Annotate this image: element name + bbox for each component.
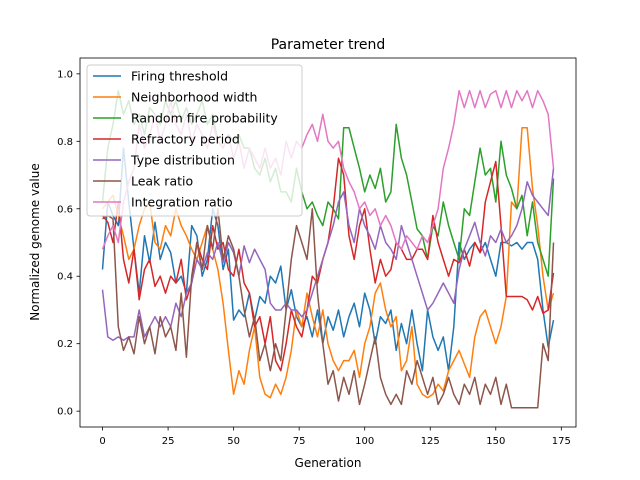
legend-label-5: Leak ratio — [131, 174, 193, 189]
x-tick-label-6: 150 — [486, 436, 505, 447]
x-axis-label: Generation — [295, 456, 362, 470]
legend-label-0: Firing threshold — [131, 69, 228, 84]
x-tick-label-3: 75 — [293, 436, 306, 447]
series-line-5 — [102, 208, 555, 409]
axes-layer: 0 25 50 75 100 125 150 175 0.0 0.2 0.4 0.6 0.8 1.0 — [57, 69, 571, 447]
legend-label-2: Random fire probability — [131, 111, 278, 126]
legend: Firing threshold Neighborhood width Random… — [86, 64, 303, 217]
y-tick-label-4: 0.8 — [57, 137, 73, 148]
y-tick-label-0: 0.0 — [57, 407, 73, 418]
legend-box — [86, 64, 303, 217]
y-tick-label-5: 1.0 — [57, 69, 73, 80]
x-tick-label-0: 0 — [99, 436, 105, 447]
legend-label-3: Refractory period — [131, 132, 240, 147]
x-tick-label-5: 125 — [421, 436, 440, 447]
x-tick-label-2: 50 — [227, 436, 240, 447]
legend-label-4: Type distribution — [130, 153, 235, 168]
plot-frame — [79, 57, 577, 428]
chart-title: Parameter trend — [271, 37, 386, 53]
x-tick-label-1: 25 — [162, 436, 175, 447]
y-tick-label-2: 0.4 — [57, 272, 73, 283]
x-tick-label-4: 100 — [355, 436, 374, 447]
series-line-4 — [101, 168, 555, 342]
x-tick-label-7: 175 — [552, 436, 571, 447]
legend-label-1: Neighborhood width — [131, 90, 257, 105]
y-axis-label: Normalized genome value — [28, 163, 42, 320]
y-tick-label-3: 0.6 — [57, 204, 73, 215]
legend-label-6: Integration ratio — [131, 195, 233, 210]
y-tick-label-1: 0.2 — [57, 339, 73, 350]
